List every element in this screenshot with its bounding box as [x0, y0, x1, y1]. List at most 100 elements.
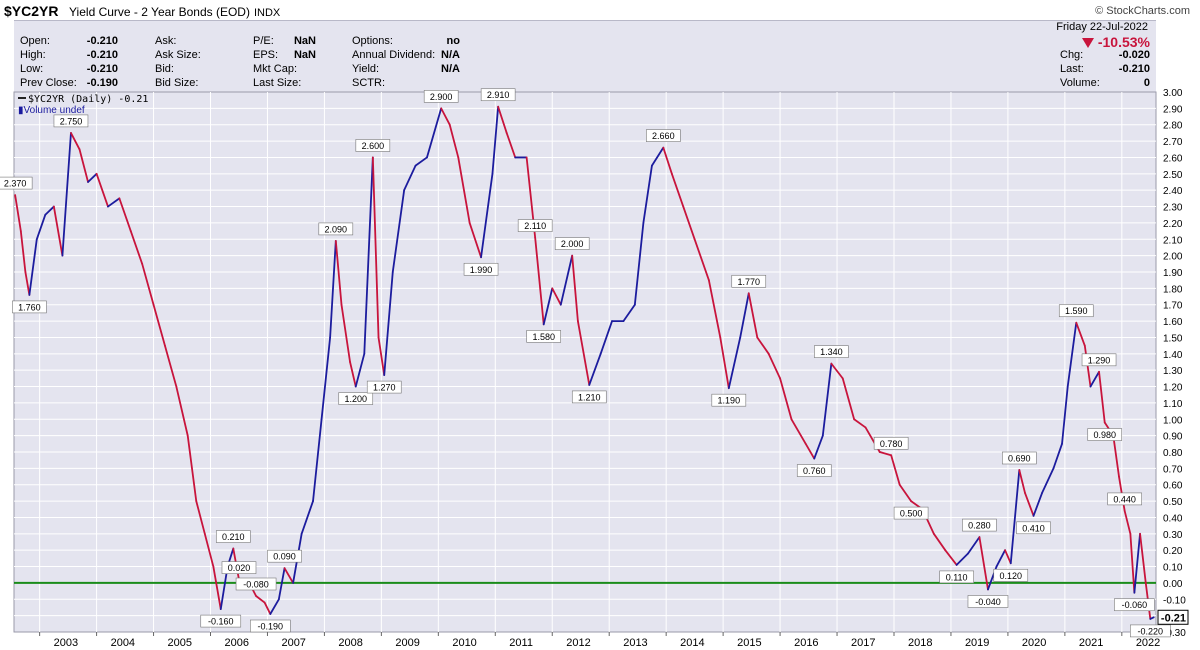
- x-tick-label: 2006: [225, 637, 249, 649]
- sctr-label: SCTR:: [352, 77, 385, 89]
- series-segment: [967, 536, 981, 555]
- x-tick-label: 2020: [1022, 637, 1046, 649]
- series-segment: [195, 500, 206, 535]
- y-tick-label: 2.60: [1163, 153, 1183, 164]
- annotation-box: [250, 619, 291, 633]
- annotation-label: 1.990: [470, 265, 493, 275]
- x-tick-label: 2021: [1079, 637, 1103, 649]
- annotation-box: [0, 176, 33, 190]
- low-value: -0.210: [86, 63, 118, 75]
- annotation-box: [463, 262, 499, 276]
- series-segment: [263, 601, 272, 615]
- annotation-label: 0.020: [228, 563, 251, 573]
- x-axis: 2003 2004 2005 2006 2007 2008 2009 2010 2011 2012…: [39, 632, 1160, 649]
- ticker-symbol[interactable]: $YC2YR: [4, 3, 59, 19]
- series-segment: [1123, 510, 1132, 535]
- series-segment: [118, 197, 132, 232]
- change-percent: -10.53%: [1081, 34, 1150, 50]
- series-segment: [813, 434, 824, 460]
- y-tick-label: 1.30: [1163, 366, 1183, 377]
- series-segment: [955, 552, 969, 566]
- chart-title-text: Yield Curve - 2 Year Bonds (EOD): [69, 5, 250, 19]
- series-segment: [334, 240, 343, 306]
- annotation-label: 2.750: [60, 116, 83, 126]
- x-tick-label: 2011: [509, 637, 533, 649]
- y-tick-label: 0.30: [1163, 530, 1183, 541]
- y-tick-label: 1.40: [1163, 350, 1183, 361]
- x-tick-label: 2018: [908, 637, 932, 649]
- annotation-box: [796, 464, 832, 477]
- series-segment: [1032, 492, 1043, 517]
- x-tick-label: 2007: [281, 637, 305, 649]
- y-tick-label: 2.80: [1163, 121, 1183, 132]
- x-tick-label: 2017: [851, 637, 875, 649]
- y-tick-label: -0.30: [1163, 628, 1186, 639]
- annotation-box: [53, 114, 89, 128]
- series-segment: [391, 189, 406, 273]
- series-segment: [312, 418, 323, 502]
- series-segment: [480, 172, 494, 259]
- series-segment: [1018, 469, 1026, 494]
- series-segment: [551, 287, 562, 306]
- annotation-box: [318, 222, 354, 236]
- last-label: Last:: [1060, 63, 1084, 75]
- series-segment: [682, 205, 696, 241]
- exchange-label: INDX: [253, 7, 281, 19]
- x-tick-label: 2015: [737, 637, 761, 649]
- series-segment: [651, 146, 665, 167]
- annotation-label: 0.210: [222, 532, 245, 542]
- legend-volume-label: Volume undef: [23, 105, 85, 116]
- series-segment: [1004, 549, 1012, 565]
- series-segment: [28, 238, 38, 296]
- x-tick-label: 2016: [794, 637, 818, 649]
- series-segment: [779, 377, 793, 421]
- annotation-label: 0.120: [999, 571, 1022, 581]
- y-tick-label: 2.50: [1163, 170, 1183, 181]
- annotation-box: [235, 577, 277, 591]
- series-segment: [1129, 532, 1136, 594]
- eps-label: EPS:: [253, 49, 279, 61]
- annotation-label: -0.060: [1122, 600, 1148, 610]
- brand-watermark[interactable]: © StockCharts.com: [1095, 5, 1190, 17]
- series-segment: [383, 271, 394, 376]
- annotation-box: [1107, 492, 1142, 506]
- series-segment: [1133, 532, 1141, 594]
- prev-close-label: Prev Close:: [20, 77, 77, 89]
- series-segment: [1112, 434, 1120, 478]
- annual-dividend-label: Annual Dividend:: [352, 49, 436, 61]
- volume-value: 0: [1143, 77, 1150, 89]
- series-segment: [95, 172, 109, 208]
- series-segment: [932, 532, 947, 552]
- x-tick-label: 2008: [338, 637, 362, 649]
- legend-series-label: $YC2YR (Daily) -0.21: [28, 94, 149, 105]
- ask-size-label: Ask Size:: [155, 49, 201, 61]
- change-percent-value: -10.53%: [1097, 34, 1150, 50]
- annotation-label: 1.190: [718, 396, 741, 406]
- series-segment: [354, 352, 366, 388]
- annotation-label: 0.760: [803, 466, 826, 476]
- y-tick-label: 0.70: [1163, 464, 1183, 475]
- series-segment: [1061, 385, 1069, 445]
- annotation-label: 0.690: [1008, 454, 1031, 464]
- annotation-box: [517, 219, 553, 232]
- y-tick-label: 2.90: [1163, 104, 1183, 115]
- annotation-label: 2.660: [652, 131, 675, 141]
- annotation-label: -0.220: [1138, 626, 1164, 636]
- y-tick-label: 2.30: [1163, 203, 1183, 214]
- series-segment: [1024, 492, 1035, 517]
- annotation-label: 1.290: [1088, 355, 1111, 365]
- y-tick-label: 1.80: [1163, 284, 1183, 295]
- annotation-label: 0.780: [880, 439, 903, 449]
- annotation-box: [1058, 304, 1094, 318]
- annotation-box: [1016, 521, 1051, 535]
- annotation-box: [646, 129, 681, 142]
- annotation-label: 1.270: [373, 383, 396, 393]
- series-segment: [662, 146, 673, 175]
- annotation-box: [366, 380, 402, 394]
- annotation-label: 1.770: [737, 277, 760, 287]
- x-tick-label: 2019: [965, 637, 989, 649]
- chart-header: $YC2YR Yield Curve - 2 Year Bonds (EOD) I…: [0, 0, 1200, 20]
- series-segment: [283, 567, 294, 584]
- series-segment: [853, 418, 867, 429]
